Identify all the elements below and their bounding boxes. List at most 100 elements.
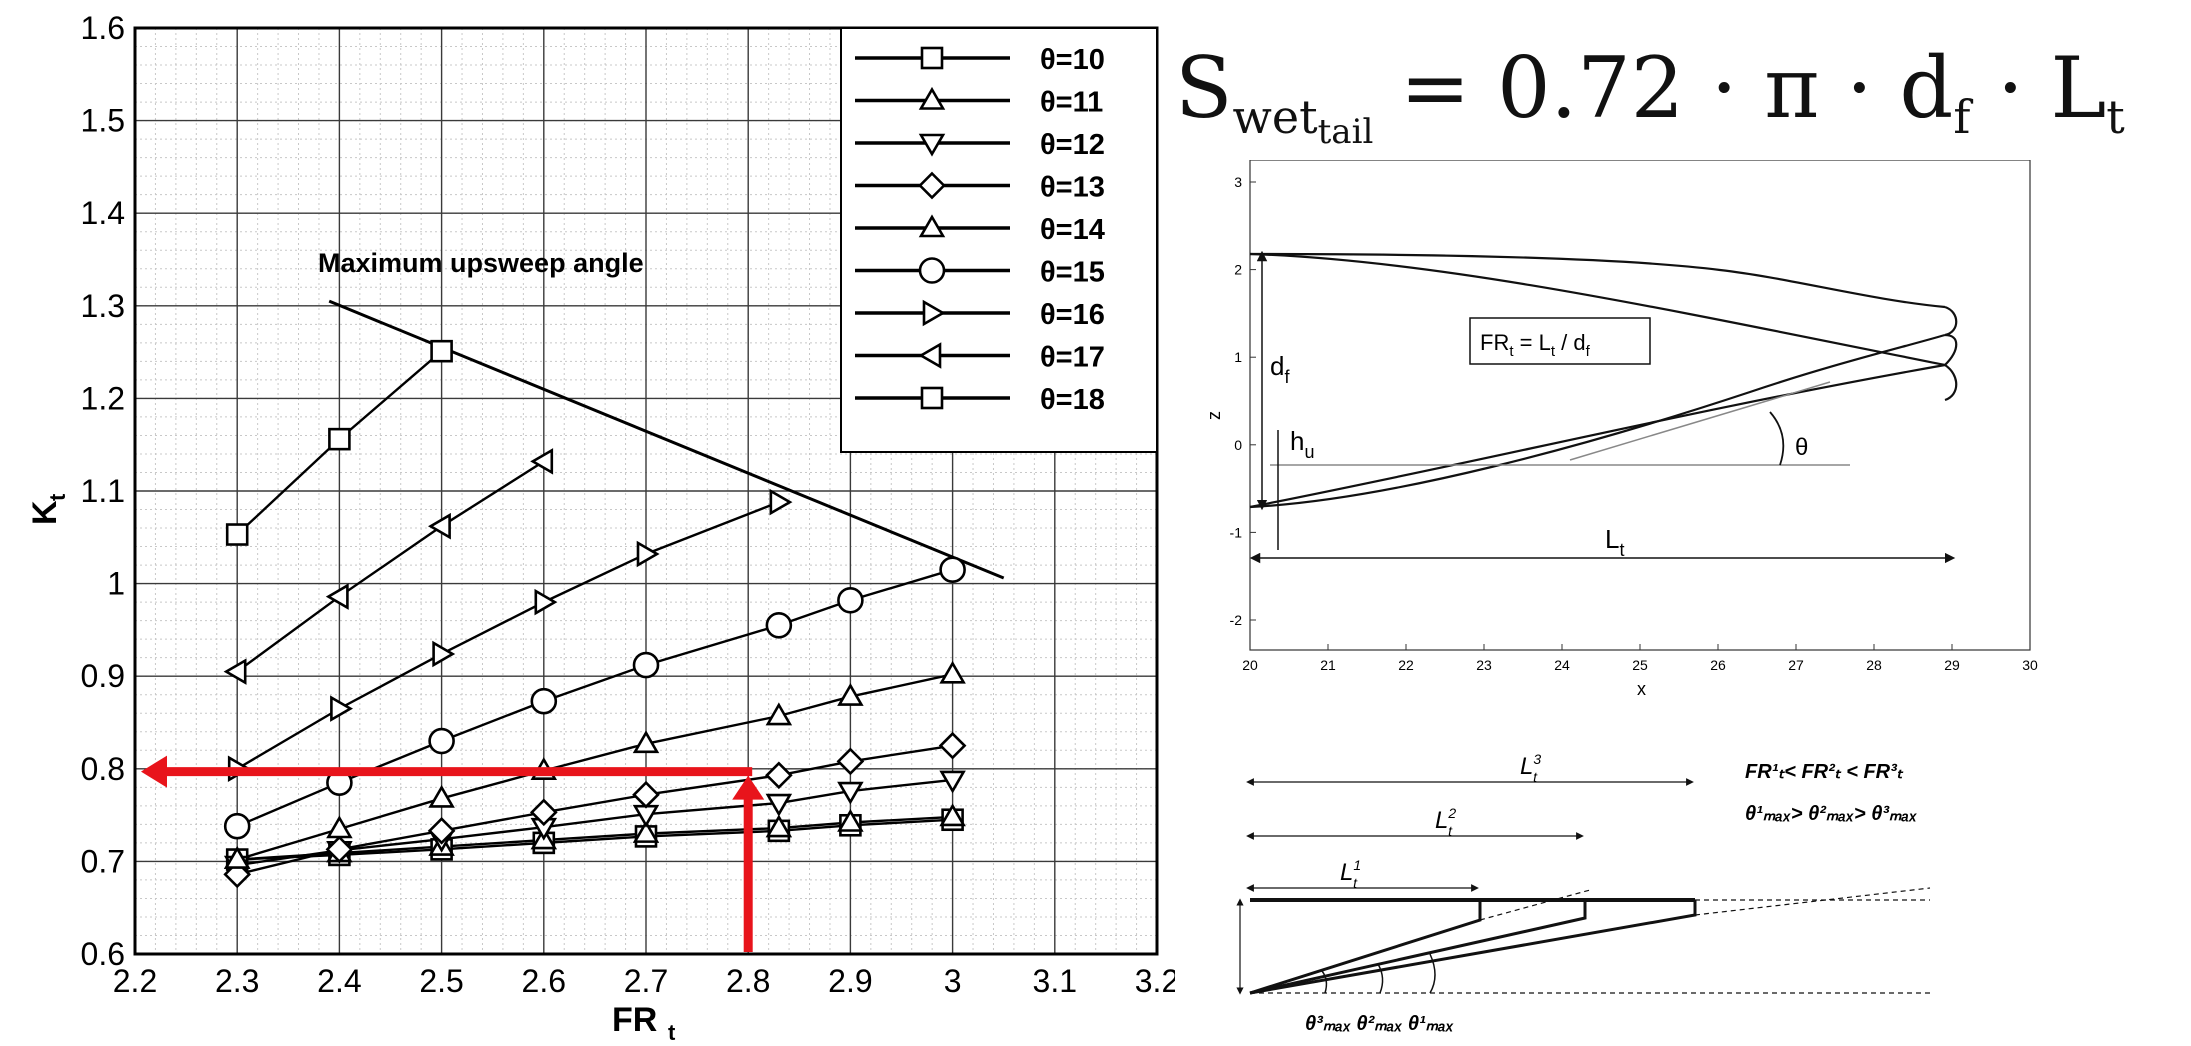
tail-x-tick-label: 21 (1320, 657, 1336, 673)
series-1-point (632, 820, 660, 843)
series-line-3 (236, 744, 953, 876)
x-tick-label: 2.9 (828, 963, 872, 999)
series-2-point (939, 770, 966, 794)
x-tick-label: 3 (944, 963, 962, 999)
x-tick-labels: 2.2 2.3 2.4 2.5 2.6 2.7 2.8 2.9 3 3.1 3.2 (113, 963, 1175, 999)
y-tick-label: 1.5 (81, 103, 125, 139)
series-6-point (432, 640, 456, 668)
y-tick-label: 1.6 (81, 10, 125, 46)
series-4-point (223, 845, 251, 869)
series-8-point (225, 523, 249, 546)
tail-y-tick-label: -2 (1230, 612, 1243, 628)
legend-marker-0 (920, 46, 944, 70)
series-3-point (325, 835, 354, 864)
legend-label-7: θ=17 (1040, 342, 1105, 374)
series-5-point (223, 812, 251, 840)
tail-end-cap (1944, 305, 1958, 402)
series-1-point (837, 808, 864, 832)
legend-label-0: θ=10 (1040, 44, 1105, 76)
legend-marker-7 (918, 342, 942, 369)
series-2-point (765, 793, 793, 817)
legend-label-5: θ=15 (1040, 257, 1105, 289)
tail-y-tick-labels: 3 2 1 0 -1 -2 (1230, 174, 1243, 628)
tail-y-tick-label: -1 (1230, 524, 1243, 540)
fr-definition-box (1469, 317, 1651, 365)
series-6-point (330, 695, 353, 722)
series-8-point (430, 339, 453, 363)
series-markers (223, 339, 967, 889)
series-1-point (939, 803, 966, 827)
series-3-point (632, 780, 660, 809)
series-3-point (938, 731, 967, 760)
tail-upper-contour (1249, 252, 1946, 309)
tail-x-tick-label: 24 (1554, 657, 1570, 673)
legend-marker-4 (918, 214, 946, 238)
series-7-point (428, 512, 451, 540)
kt-vs-frt-chart: 2.2 2.3 2.4 2.5 2.6 2.7 2.8 2.9 3 3.1 3.2 0.60.70.… (26, 10, 1175, 1045)
tail-plot-frame (1249, 160, 2031, 651)
tail-variant-2 (1249, 900, 1587, 995)
series-line-0 (237, 818, 953, 861)
theta-label: θ (1795, 434, 1808, 461)
x-tick-label: 2.8 (726, 963, 770, 999)
legend-label-4: θ=14 (1040, 214, 1105, 246)
y-tick-label: 1 (107, 566, 125, 602)
series-5-point (632, 651, 660, 679)
series-4-point (765, 702, 793, 726)
series-4-point (939, 660, 966, 684)
formula-rhs-sub1: f (1953, 90, 1971, 145)
legend-marker-8 (920, 386, 944, 410)
y-tick-label: 1.3 (81, 288, 125, 324)
theta-arc (1769, 411, 1785, 466)
tail-x-tick-label: 23 (1476, 657, 1492, 673)
legend-marker-2 (918, 133, 946, 157)
series-4-point (632, 730, 660, 754)
legend: θ=10 θ=11 θ=12 θ=13 θ=14 θ=15 θ=16 θ=17 θ=18 (840, 27, 1158, 453)
df-label: df (1270, 351, 1290, 387)
series-7-point (223, 658, 247, 685)
formula-rhs-sub2: t (2106, 90, 2125, 145)
tail-x-tick-labels: 20 21 22 23 24 25 26 27 28 29 30 (1242, 657, 2038, 673)
series-3-point (765, 761, 793, 790)
theta-tangent-line (1569, 381, 1831, 461)
tail-inner-lower (1249, 363, 1946, 509)
annotation-max-upsweep: Maximum upsweep angle (318, 248, 644, 278)
tail-axis-ticks (1249, 181, 2031, 650)
tail-x-tick-label: 27 (1788, 657, 1804, 673)
formula-lhs-sub: wet (1232, 90, 1318, 145)
x-tick-label: 2.4 (317, 963, 361, 999)
series-5-point (530, 687, 558, 715)
tail-y-tick-label: 0 (1234, 437, 1242, 453)
series-5-point (428, 727, 455, 755)
theta-max-labels: θ³ₘₐₓ θ²ₘₐₓ θ¹ₘₐₓ (1305, 1013, 1454, 1035)
legend-label-6: θ=16 (1040, 299, 1105, 331)
tail-x-tick-label: 25 (1632, 657, 1648, 673)
y-tick-label: 0.9 (81, 658, 125, 694)
tail-x-tick-label: 26 (1710, 657, 1726, 673)
formula-mid: · L (1970, 39, 2107, 137)
series-line-6 (236, 500, 780, 770)
l1-label: L1 t (1340, 857, 1361, 891)
y-axis-label: K (26, 500, 64, 525)
extension-3 (1694, 887, 1931, 916)
tail-y-tick-label: 2 (1234, 262, 1242, 278)
red-readout-arrows (141, 755, 765, 952)
x-tick-label: 3.1 (1033, 963, 1077, 999)
tail-y-tick-label: 1 (1234, 349, 1242, 365)
x-tick-label: 3.2 (1135, 963, 1175, 999)
tail-variant-1 (1249, 900, 1482, 995)
tail-x-tick-label: 29 (1944, 657, 1960, 673)
x-axis-label-sub: t (668, 1020, 676, 1045)
tail-x-tick-label: 22 (1398, 657, 1414, 673)
y-tick-label: 1.1 (81, 473, 125, 509)
y-tick-label: 1.2 (81, 380, 125, 416)
x-tick-label: 2.2 (113, 963, 157, 999)
series-7-point (530, 448, 554, 475)
wetted-area-formula: Swettail = 0.72 · π · df · Lt (1175, 28, 2185, 152)
series-line-2 (237, 778, 953, 867)
tail-inner-upper (1249, 252, 1946, 367)
formula-rhs: = 0.72 · π · d (1373, 39, 1954, 137)
legend-label-1: θ=11 (1040, 87, 1103, 119)
series-5-point (837, 586, 864, 614)
